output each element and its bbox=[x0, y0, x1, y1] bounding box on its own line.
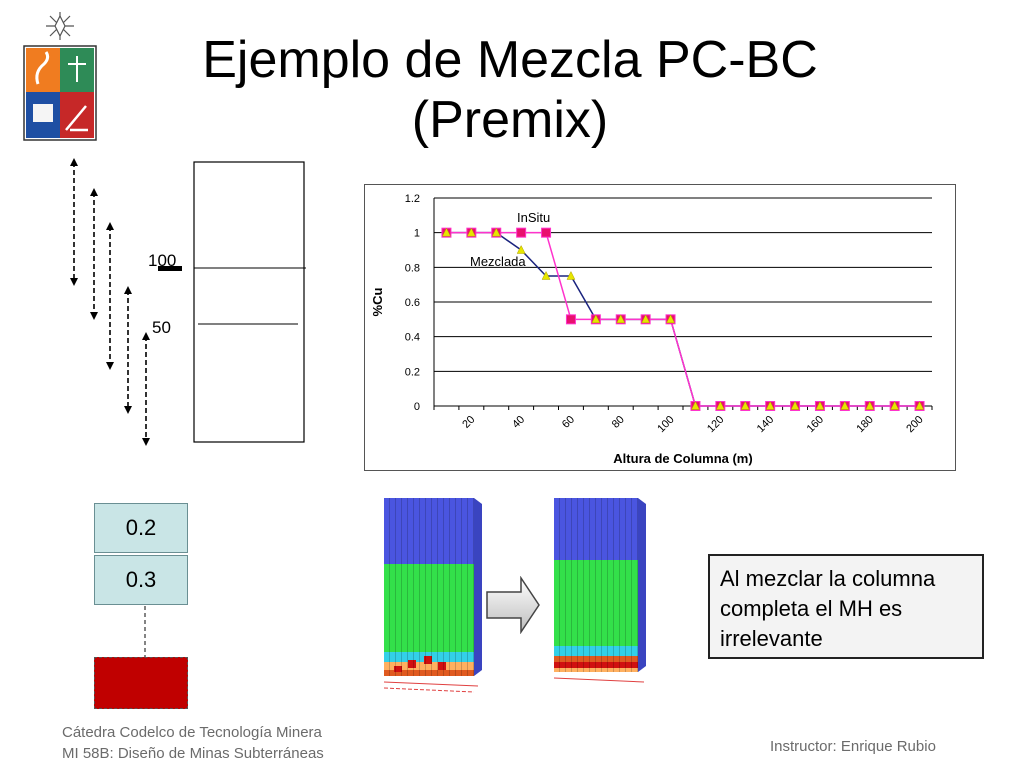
mezclada-point bbox=[691, 400, 700, 410]
level-marker bbox=[158, 266, 182, 271]
series-label-insitu: InSitu bbox=[517, 210, 550, 225]
insitu-point bbox=[541, 227, 552, 238]
mezclada-point bbox=[915, 400, 924, 410]
conclusion-callout: Al mezclar la columna completa el MH es … bbox=[708, 554, 984, 659]
extraction-block bbox=[94, 657, 188, 709]
y-tick-label: 0 bbox=[414, 401, 420, 413]
grade-box-upper: 0.2 bbox=[94, 503, 188, 553]
mezclada-point bbox=[666, 314, 675, 324]
x-tick-label: 40 bbox=[510, 414, 527, 431]
footer-instructor: Instructor: Enrique Rubio bbox=[770, 738, 936, 755]
y-tick-label: 0.6 bbox=[405, 297, 420, 309]
mezclada-point bbox=[541, 270, 551, 280]
transform-arrow bbox=[486, 576, 540, 634]
block-model-insitu bbox=[383, 498, 482, 693]
mezclada-point bbox=[616, 314, 626, 324]
x-tick-label: 200 bbox=[904, 414, 925, 435]
insitu-point bbox=[516, 227, 527, 238]
grade-box-lower: 0.3 bbox=[94, 555, 188, 605]
grade-chart: 0 0.2 0.4 0.6 0.8 1 1.2 20 40 60 80 100 120 140 160 180… bbox=[370, 193, 933, 466]
mezclada-point bbox=[641, 314, 651, 324]
mezclada-point bbox=[790, 400, 800, 410]
x-tick-label: 120 bbox=[705, 414, 726, 435]
x-tick-label: 20 bbox=[460, 414, 477, 431]
x-tick-label: 160 bbox=[805, 414, 826, 435]
x-tick-label: 80 bbox=[610, 414, 627, 431]
level-100-label: 100 bbox=[148, 251, 176, 270]
y-tick-label: 1.2 bbox=[405, 193, 420, 205]
x-tick-label: 100 bbox=[655, 414, 676, 435]
height-arrows bbox=[70, 158, 150, 446]
mezclada-point bbox=[740, 400, 750, 410]
draw-line bbox=[144, 606, 146, 658]
y-tick-label: 1 bbox=[414, 228, 420, 240]
mezclada-point bbox=[442, 227, 451, 237]
block-model-mixed bbox=[553, 498, 646, 683]
mezclada-point bbox=[591, 314, 601, 324]
y-tick-label: 0.4 bbox=[405, 332, 420, 344]
insitu-point bbox=[565, 314, 576, 325]
y-tick-label: 0.8 bbox=[405, 262, 420, 274]
ore-column-outline bbox=[193, 161, 305, 443]
mezclada-point bbox=[566, 270, 576, 280]
level-50-label: 50 bbox=[152, 318, 171, 337]
mezclada-point bbox=[765, 400, 775, 410]
slide-title: Ejemplo de Mezcla PC-BC (Premix) bbox=[202, 31, 818, 149]
series-label-mezclada: Mezclada bbox=[470, 254, 526, 269]
grade-chart-frame bbox=[364, 184, 956, 471]
x-axis-title: Altura de Columna (m) bbox=[613, 451, 752, 466]
university-logo bbox=[23, 12, 97, 141]
mezclada-point bbox=[466, 227, 476, 237]
mezclada-point bbox=[491, 227, 501, 237]
x-tick-label: 60 bbox=[560, 414, 577, 431]
footer-course: Cátedra Codelco de Tecnología Minera MI … bbox=[62, 724, 324, 762]
x-tick-label: 180 bbox=[854, 414, 875, 435]
column-diagram: 100 50 bbox=[70, 158, 306, 446]
mezclada-point bbox=[815, 400, 825, 410]
x-tick-label: 140 bbox=[755, 414, 776, 435]
mezclada-point bbox=[516, 244, 526, 254]
mezclada-point bbox=[840, 400, 850, 410]
mezclada-point bbox=[865, 400, 875, 410]
y-tick-label: 0.2 bbox=[405, 366, 420, 378]
y-axis-title: %Cu bbox=[370, 287, 385, 316]
mezclada-point bbox=[890, 400, 900, 410]
mezclada-point bbox=[715, 400, 725, 410]
